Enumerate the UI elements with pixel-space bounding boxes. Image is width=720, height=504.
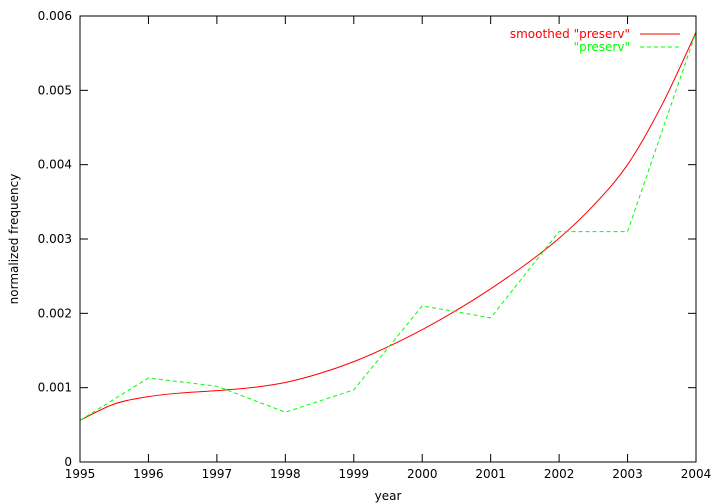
legend: smoothed "preserv""preserv"	[510, 27, 680, 54]
series-line-0	[79, 32, 697, 421]
y-tick-label: 0.002	[38, 306, 72, 320]
x-tick-label: 1995	[65, 467, 96, 481]
series-layer	[79, 32, 697, 421]
x-axis-title: year	[375, 489, 402, 503]
x-tick-label: 1999	[339, 467, 370, 481]
legend-entry-label: "preserv"	[574, 40, 630, 54]
x-tick-label: 1996	[133, 467, 164, 481]
tick-labels-layer: 1995 1996 1997 1998 1999 2000 2001 2002 2003 2004…	[38, 9, 712, 481]
y-axis-title: normalized frequency	[7, 174, 21, 305]
x-tick-label: 2002	[544, 467, 575, 481]
series-line-1	[79, 32, 697, 421]
y-tick-label: 0.003	[38, 232, 72, 246]
y-tick-label: 0.005	[38, 83, 72, 97]
ticks-layer	[79, 15, 697, 463]
y-tick-label: 0.001	[38, 381, 72, 395]
plot-frame	[79, 15, 697, 463]
y-tick-label: 0	[64, 455, 72, 469]
y-tick-label: 0.006	[38, 9, 72, 23]
x-tick-label: 2001	[475, 467, 506, 481]
x-tick-label: 1997	[202, 467, 233, 481]
legend-entry-label: smoothed "preserv"	[510, 27, 630, 41]
x-tick-label: 2003	[612, 467, 643, 481]
x-tick-label: 1998	[270, 467, 301, 481]
x-tick-label: 2000	[407, 467, 438, 481]
x-tick-label: 2004	[681, 467, 712, 481]
y-tick-label: 0.004	[38, 158, 72, 172]
